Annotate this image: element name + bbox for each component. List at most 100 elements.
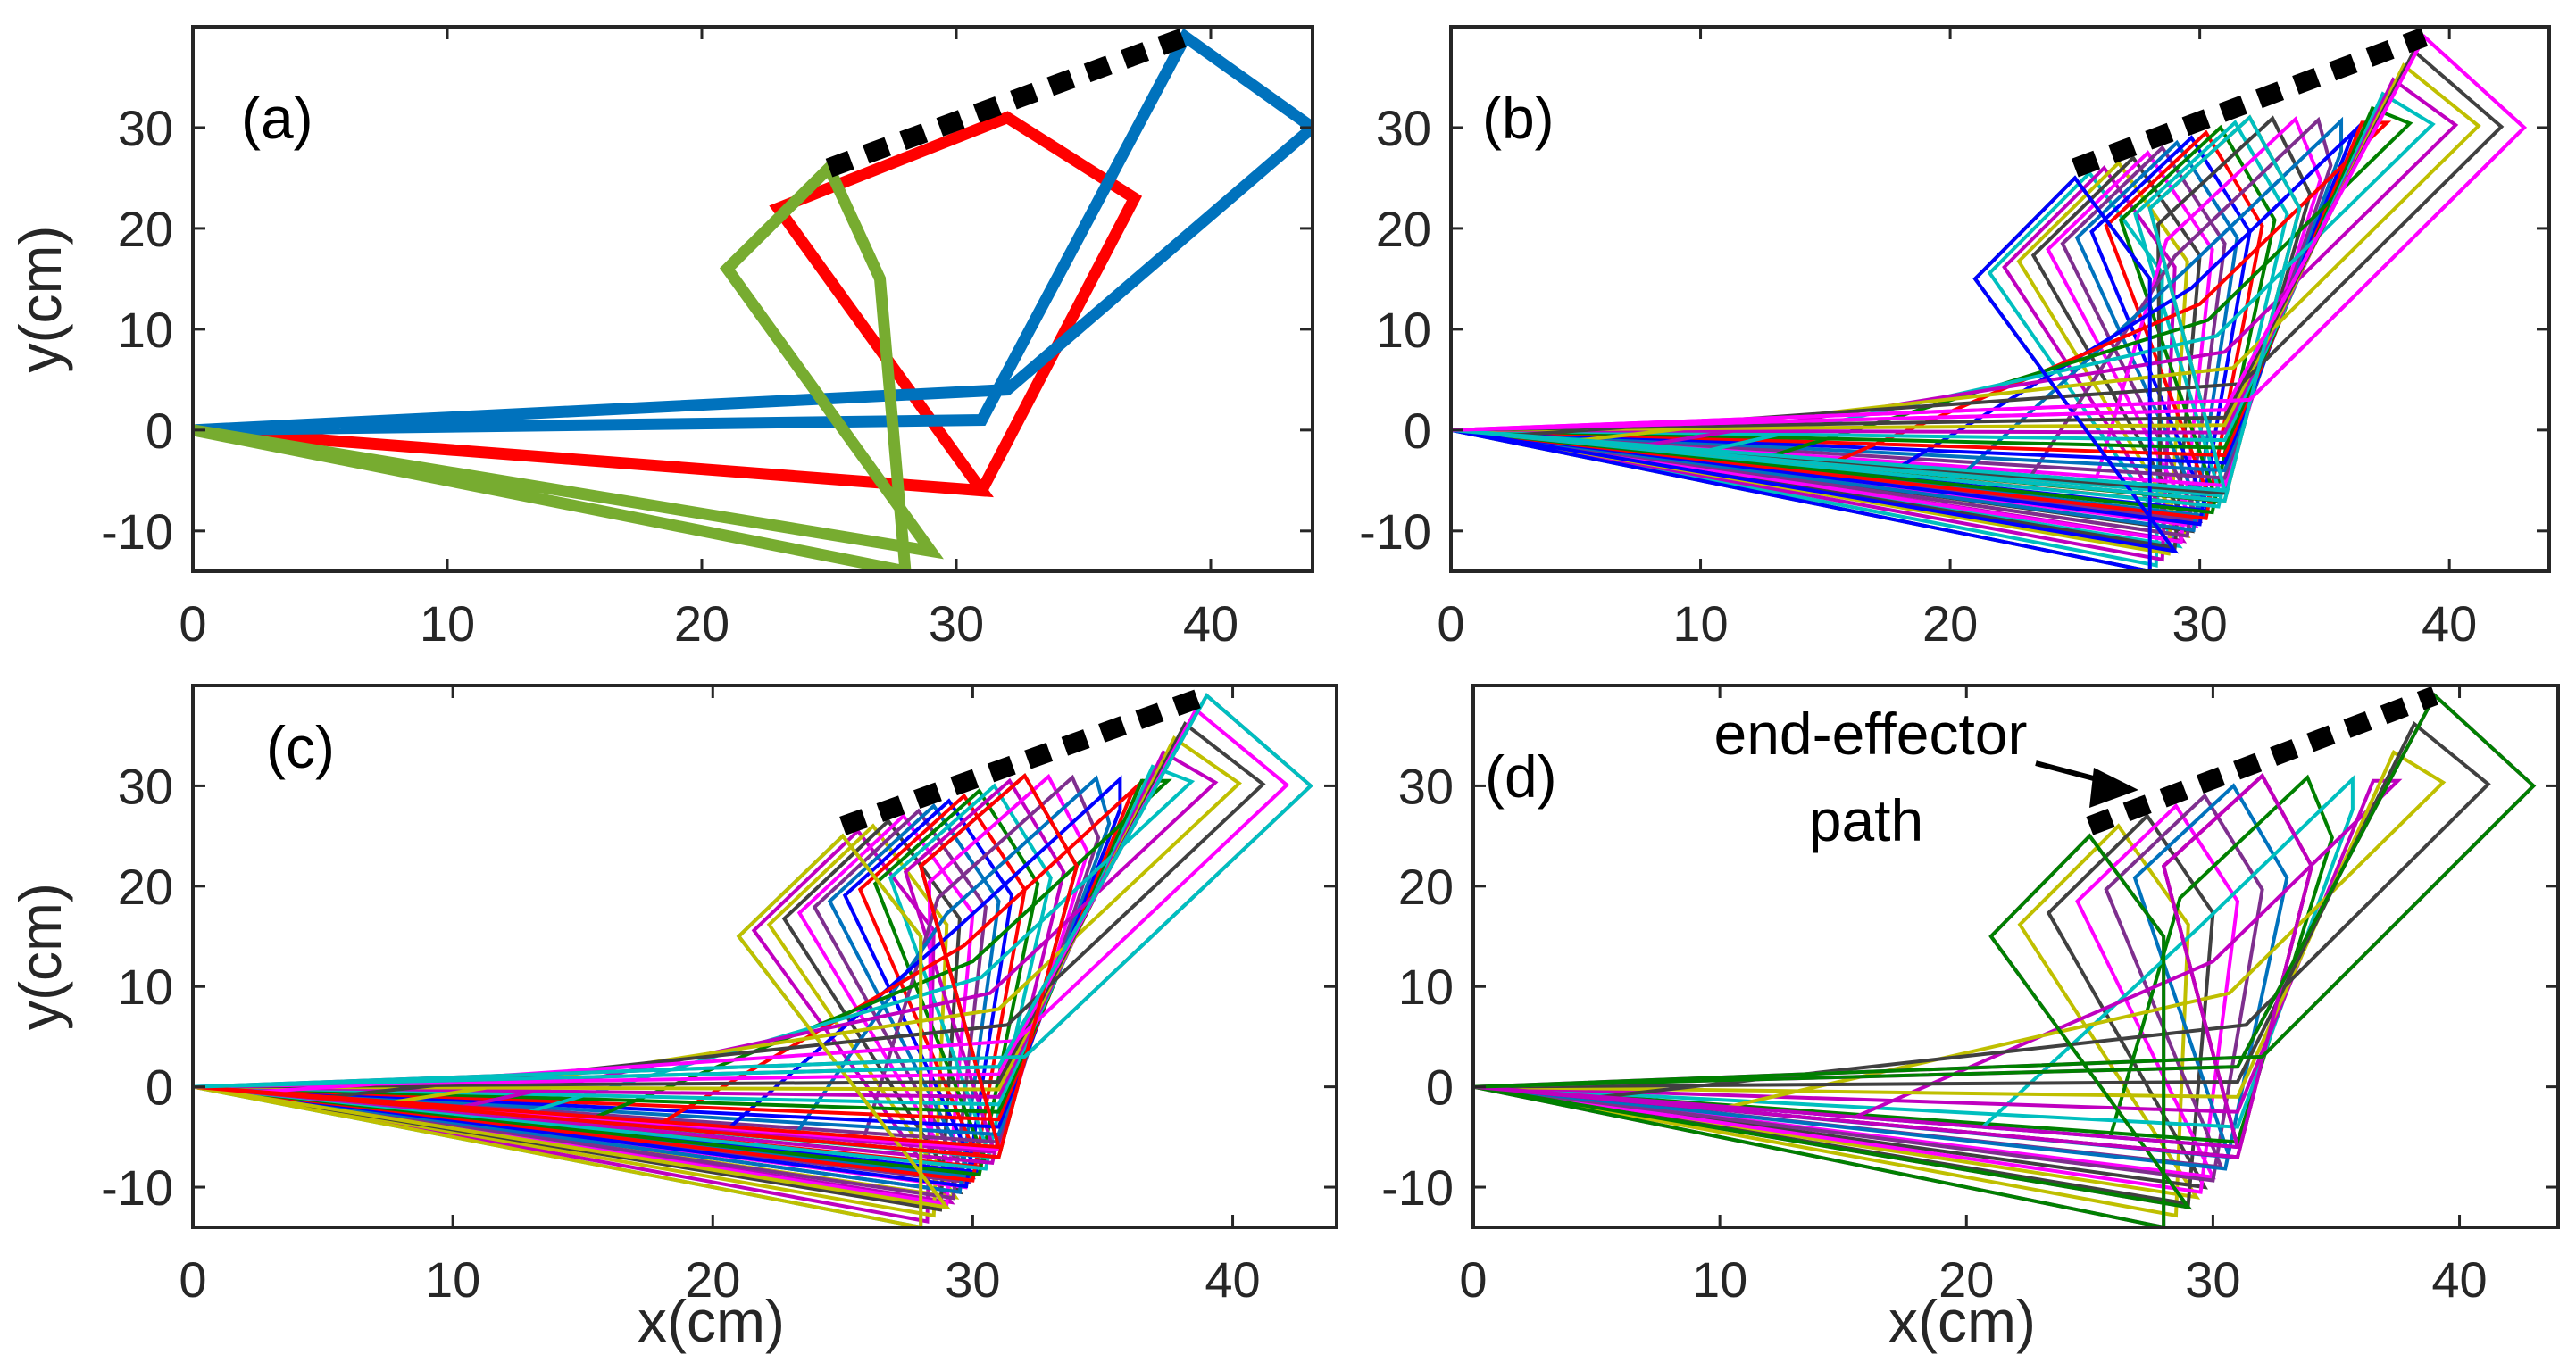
config-line [1473,813,2215,1207]
y-tick-label: 0 [1426,1059,1454,1116]
end-effector-path [2086,686,2438,835]
x-axis-label: x(cm) [638,1288,785,1354]
series-line-config-1 [1451,175,2180,571]
config-line [193,707,1290,1094]
series-line-config-3 [1451,34,2527,432]
annotation-line-2: path [1809,787,1923,853]
config-line [193,798,1014,1189]
series-line-config-2 [193,773,1080,1159]
config-line [1451,62,2481,443]
config-line [193,775,1122,1129]
x-tick-label: 0 [1459,1251,1487,1308]
config-line [1473,823,2201,1218]
y-tick-label: 20 [1398,859,1454,915]
config-line [1451,170,2183,568]
y-tick-label: 0 [146,403,173,459]
config-line [1473,720,2491,1099]
x-tick-label: 30 [2172,595,2227,652]
x-tick-label: 40 [1205,1251,1260,1308]
series-line-red [193,111,1143,498]
config-line [193,774,1101,1144]
data-layer [1473,686,2537,1227]
axes-box [191,684,1338,1229]
y-axis-label: y(cm) [7,883,73,1030]
series-line-config-2 [1473,772,2313,1159]
y-tick-label: -10 [1359,503,1431,560]
y-tick-label: -10 [1381,1159,1454,1216]
y-tick-label: 20 [1376,201,1431,257]
annotation-arrowhead [2089,768,2138,808]
x-tick-label: 40 [1183,595,1238,652]
series-line-blue [193,28,1313,436]
axes-box [191,25,1314,573]
y-tick-label: 30 [1376,100,1431,156]
config-line [1451,116,2344,473]
y-axis-label: y(cm) [7,226,73,373]
config-line [1451,139,2239,533]
y-tick-label: -10 [101,503,173,560]
x-tick-label: 20 [1922,595,1978,652]
y-tick-label: 10 [118,959,173,1015]
x-tick-label: 30 [945,1251,1000,1308]
config-line [1451,120,2289,509]
data-layer [1451,27,2527,571]
config-line [1473,774,2334,1144]
panel-label: (c) [266,714,335,780]
config-line [193,750,1219,1109]
y-tick-label: 10 [1376,302,1431,358]
end-effector-path [839,686,1211,835]
config-line [1451,48,2505,437]
x-tick-label: 30 [2185,1251,2240,1308]
config-line [193,721,1266,1099]
x-tick-label: 0 [1437,595,1464,652]
end-effector-path [2071,27,2429,178]
x-axis-label: x(cm) [1888,1288,2036,1354]
data-layer [193,686,1313,1227]
series-line-config-2 [1451,114,2302,503]
series-line-config-3 [1473,693,2537,1089]
x-tick-label: 10 [1692,1251,1747,1308]
x-tick-label: 20 [685,1251,740,1308]
x-tick-label: 40 [2431,1251,2487,1308]
x-tick-label: 10 [420,595,475,652]
x-tick-label: 20 [674,595,729,652]
y-tick-label: 10 [1398,959,1454,1015]
panel-label: (d) [1485,744,1557,810]
axes-box [1449,25,2551,573]
config-line [1451,116,2322,488]
y-tick-label: 10 [118,302,173,358]
x-tick-label: 0 [179,595,206,652]
panel-label: (a) [241,85,313,151]
x-tick-label: 40 [2422,595,2477,652]
x-tick-label: 20 [1938,1251,1994,1308]
y-tick-label: 0 [1404,403,1431,459]
series-line-config-1 [1473,833,2193,1227]
config-line [193,827,955,1224]
y-tick-label: 30 [118,100,173,156]
config-line [193,735,1242,1104]
axes-box [1471,684,2560,1229]
x-tick-label: 0 [179,1251,206,1308]
config-line [193,823,960,1218]
config-line [1473,775,2355,1129]
series-line-config-3 [193,693,1313,1089]
y-tick-label: 20 [118,201,173,257]
panel-label: (b) [1482,85,1555,151]
y-tick-label: 30 [118,758,173,814]
y-tick-label: 0 [146,1059,173,1116]
data-layer [193,27,1313,571]
config-line [1451,77,2459,447]
end-effector-path [825,27,1189,178]
config-line [1473,750,2447,1109]
y-tick-label: -10 [101,1159,173,1216]
config-line [193,777,1066,1166]
config-line [1451,165,2188,562]
y-tick-label: 30 [1398,758,1454,814]
annotation-line-1: end-effector [1713,701,2027,767]
x-tick-label: 10 [1672,595,1728,652]
config-line [1451,91,2436,453]
